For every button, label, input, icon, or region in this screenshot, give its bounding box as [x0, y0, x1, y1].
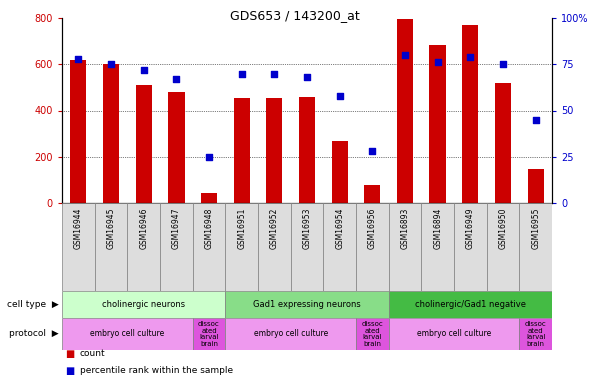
Text: GSM16948: GSM16948: [205, 207, 214, 249]
Point: [531, 117, 540, 123]
Point: [400, 52, 409, 58]
Bar: [421, 203, 454, 291]
Point: [335, 93, 345, 99]
Text: embryo cell culture: embryo cell culture: [90, 330, 165, 339]
Bar: [495, 83, 511, 203]
Bar: [234, 98, 250, 203]
Point: [499, 61, 508, 67]
Text: count: count: [80, 349, 106, 358]
Bar: [519, 318, 552, 350]
Text: cholinergic neurons: cholinergic neurons: [102, 300, 185, 309]
Text: GSM16946: GSM16946: [139, 207, 148, 249]
Text: dissoc
ated
larval
brain: dissoc ated larval brain: [362, 321, 384, 347]
Bar: [258, 203, 291, 291]
Point: [237, 70, 247, 76]
Point: [74, 56, 83, 62]
Bar: [389, 291, 552, 318]
Text: ■: ■: [65, 349, 74, 359]
Point: [466, 54, 475, 60]
Bar: [332, 141, 348, 203]
Text: GSM16956: GSM16956: [368, 207, 377, 249]
Point: [368, 148, 377, 154]
Text: protocol  ▶: protocol ▶: [9, 330, 59, 339]
Text: cholinergic/Gad1 negative: cholinergic/Gad1 negative: [415, 300, 526, 309]
Bar: [519, 203, 552, 291]
Point: [106, 61, 116, 67]
Bar: [70, 60, 87, 203]
Text: GSM16952: GSM16952: [270, 207, 279, 249]
Point: [270, 70, 279, 76]
Bar: [389, 203, 421, 291]
Bar: [62, 203, 94, 291]
Bar: [487, 203, 519, 291]
Text: dissoc
ated
larval
brain: dissoc ated larval brain: [525, 321, 546, 347]
Text: GSM16944: GSM16944: [74, 207, 83, 249]
Bar: [389, 318, 519, 350]
Bar: [94, 203, 127, 291]
Bar: [193, 203, 225, 291]
Bar: [62, 318, 193, 350]
Bar: [225, 291, 389, 318]
Bar: [225, 203, 258, 291]
Text: dissoc
ated
larval
brain: dissoc ated larval brain: [198, 321, 220, 347]
Text: GSM16949: GSM16949: [466, 207, 475, 249]
Bar: [356, 203, 389, 291]
Bar: [103, 64, 119, 203]
Text: GSM16947: GSM16947: [172, 207, 181, 249]
Text: GSM16893: GSM16893: [401, 207, 409, 249]
Text: embryo cell culture: embryo cell culture: [254, 330, 328, 339]
Text: cell type  ▶: cell type ▶: [7, 300, 59, 309]
Text: Gad1 expressing neurons: Gad1 expressing neurons: [253, 300, 361, 309]
Bar: [299, 97, 315, 203]
Bar: [397, 19, 413, 203]
Bar: [527, 170, 544, 203]
Bar: [291, 203, 323, 291]
Text: percentile rank within the sample: percentile rank within the sample: [80, 366, 233, 375]
Text: GSM16945: GSM16945: [107, 207, 116, 249]
Bar: [127, 203, 160, 291]
Point: [139, 67, 149, 73]
Text: ■: ■: [65, 366, 74, 375]
Text: GSM16953: GSM16953: [303, 207, 312, 249]
Bar: [454, 203, 487, 291]
Text: embryo cell culture: embryo cell culture: [417, 330, 491, 339]
Bar: [160, 203, 193, 291]
Bar: [193, 318, 225, 350]
Text: GDS653 / 143200_at: GDS653 / 143200_at: [230, 9, 360, 22]
Text: GSM16955: GSM16955: [531, 207, 540, 249]
Bar: [168, 92, 185, 203]
Point: [172, 76, 181, 82]
Bar: [462, 25, 478, 203]
Point: [433, 59, 442, 65]
Bar: [62, 291, 225, 318]
Bar: [201, 193, 217, 203]
Text: GSM16951: GSM16951: [237, 207, 246, 249]
Bar: [266, 98, 283, 203]
Text: GSM16894: GSM16894: [433, 207, 442, 249]
Bar: [364, 184, 381, 203]
Bar: [136, 85, 152, 203]
Text: GSM16954: GSM16954: [335, 207, 344, 249]
Bar: [225, 318, 356, 350]
Bar: [430, 45, 446, 203]
Point: [204, 154, 214, 160]
Bar: [356, 318, 389, 350]
Point: [302, 74, 312, 80]
Text: GSM16950: GSM16950: [499, 207, 507, 249]
Bar: [323, 203, 356, 291]
